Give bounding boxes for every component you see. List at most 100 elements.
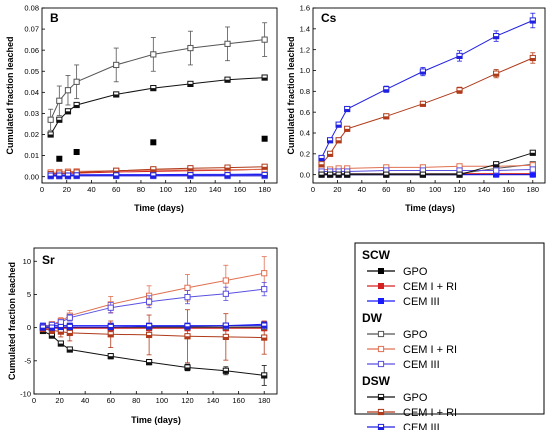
data-point-fill <box>113 175 119 179</box>
data-point-fill <box>224 175 231 178</box>
data-point <box>261 36 268 43</box>
data-point <box>73 78 80 85</box>
data-point <box>318 161 325 168</box>
legend-label: GPO <box>403 392 428 404</box>
data-point <box>344 171 351 178</box>
series-dw-cem-iii <box>39 282 268 331</box>
data-point <box>224 164 231 171</box>
legend-marker <box>377 423 385 430</box>
data-point-fill <box>327 140 333 143</box>
x-tick-label: 40 <box>358 185 366 194</box>
data-point <box>184 333 191 340</box>
legend-label: GPO <box>403 266 428 278</box>
data-point-fill <box>383 174 389 178</box>
data-point <box>222 290 229 297</box>
series-scw-gpo <box>56 135 268 162</box>
data-point-fill <box>74 104 80 108</box>
data-point-fill <box>65 175 71 179</box>
data-point-fill <box>224 79 231 83</box>
legend-marker <box>377 282 384 289</box>
data-point-fill <box>344 109 350 112</box>
legend-group-scw: SCW <box>362 248 391 262</box>
data-point-fill <box>184 326 191 329</box>
data-point-fill <box>150 88 156 91</box>
series-line <box>50 77 265 135</box>
data-point <box>456 87 463 94</box>
data-point <box>146 331 153 339</box>
x-tick-label: 40 <box>87 185 95 194</box>
data-point <box>73 149 80 156</box>
data-point <box>47 172 54 179</box>
data-point <box>57 340 64 347</box>
data-point-fill <box>223 325 229 329</box>
y-tick-label: 0.4 <box>300 129 310 138</box>
legend-label: CEM III <box>403 296 440 308</box>
data-point-fill <box>48 175 54 179</box>
data-point-fill <box>344 174 350 178</box>
data-point-fill <box>150 175 156 179</box>
data-point-fill <box>113 94 119 98</box>
data-point-fill <box>262 174 268 178</box>
series-dsw-gpo <box>39 327 268 386</box>
y-axis-label: Cumulated fraction leached <box>5 36 15 154</box>
y-tick-label: 0.05 <box>24 67 39 76</box>
data-point <box>261 270 268 277</box>
data-point <box>107 304 114 311</box>
x-tick-label: 180 <box>258 185 271 194</box>
data-point <box>66 314 73 321</box>
data-point <box>57 323 64 331</box>
data-point-fill <box>530 20 536 24</box>
data-point-fill <box>344 128 350 132</box>
series-line <box>321 20 533 159</box>
chart-panel-sr: 0 20 40 60 80 100 120 140 160 180 -10 -5 0 5 10 Sr Time … <box>7 247 278 425</box>
data-point <box>261 163 268 170</box>
data-point <box>47 116 54 123</box>
data-point <box>326 137 334 144</box>
data-point <box>150 85 157 92</box>
data-point-fill <box>150 169 156 172</box>
data-point-fill <box>40 330 46 334</box>
y-tick-label: 0.2 <box>300 149 310 158</box>
data-point-fill <box>49 335 55 339</box>
data-point <box>493 167 500 174</box>
x-tick-label: 100 <box>159 185 172 194</box>
data-point <box>184 364 191 371</box>
legend-label: GPO <box>403 329 428 341</box>
data-point <box>529 149 536 156</box>
y-tick-label: 0.8 <box>300 87 310 96</box>
legend-entry-scw-cem-i-ri: CEM I + RI <box>367 281 457 293</box>
series-dw-cem-iii <box>318 166 536 175</box>
data-point-fill <box>530 152 536 156</box>
x-tick-label: 80 <box>132 396 140 405</box>
data-point <box>456 52 463 60</box>
y-axis-label: Cumulated fraction leached <box>286 36 296 154</box>
data-point-fill <box>336 174 342 178</box>
data-point-fill <box>184 367 191 371</box>
x-tick-label: 0 <box>32 396 36 405</box>
data-point <box>318 171 325 178</box>
y-tick-label: 0.02 <box>24 130 39 139</box>
data-point <box>493 70 500 77</box>
plot-frame-cs <box>312 7 546 184</box>
x-tick-label: 180 <box>527 185 540 194</box>
legend-marker <box>377 330 385 338</box>
series-dw-gpo <box>47 22 268 131</box>
data-point <box>146 359 153 366</box>
data-point-fill <box>184 336 191 339</box>
panel-title-b: B <box>50 11 59 25</box>
data-point <box>419 100 426 107</box>
legend-label: CEM I + RI <box>403 407 457 419</box>
legend-marker-fill <box>378 397 384 400</box>
data-point-fill <box>262 166 268 170</box>
x-tick-label: 160 <box>234 185 247 194</box>
series-dsw-gpo <box>318 149 536 178</box>
data-point-fill <box>74 175 80 179</box>
data-point-fill <box>456 90 463 93</box>
x-tick-label: 180 <box>258 396 271 405</box>
data-point <box>66 346 73 353</box>
data-point-fill <box>261 375 267 379</box>
x-tick-label: 60 <box>382 185 390 194</box>
y-tick-label: -5 <box>24 356 31 365</box>
legend-label: CEM I + RI <box>403 344 457 356</box>
data-point <box>56 116 63 123</box>
